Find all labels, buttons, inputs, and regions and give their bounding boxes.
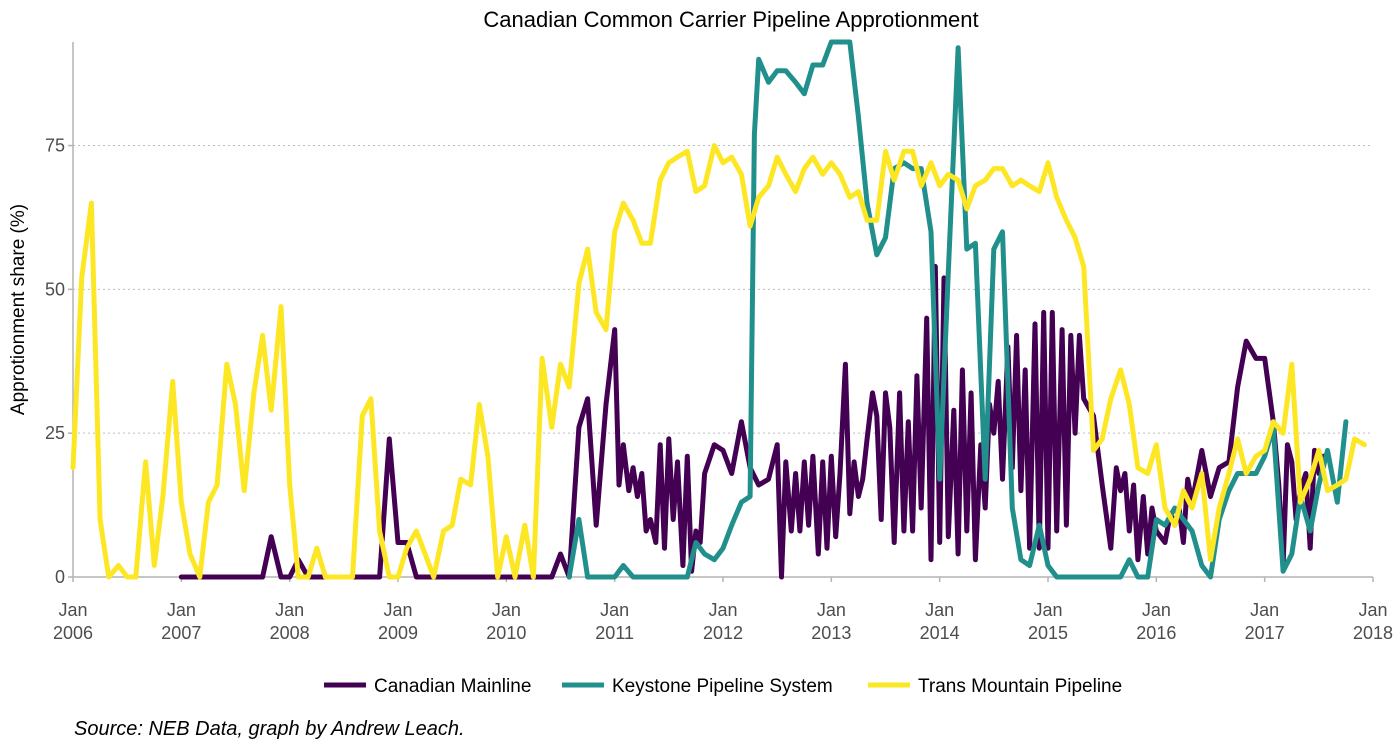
chart-title: Canadian Common Carrier Pipeline Approti… [483, 7, 978, 32]
y-tick-label: 0 [55, 567, 65, 587]
x-tick-label-year: 2013 [811, 623, 851, 643]
x-tick-label-year: 2009 [378, 623, 418, 643]
source-caption: Source: NEB Data, graph by Andrew Leach. [74, 718, 465, 740]
x-tick-label-month: Jan [708, 600, 737, 620]
legend-label: Trans Mountain Pipeline [918, 676, 1122, 697]
x-tick-label-month: Jan [600, 600, 629, 620]
y-tick-label: 25 [45, 423, 65, 443]
series-line-keystone-pipeline-system [566, 39, 1349, 580]
x-tick-label-month: Jan [925, 600, 954, 620]
x-tick-label-year: 2012 [703, 623, 743, 643]
x-tick-label-year: 2007 [161, 623, 201, 643]
series-line-canadian-mainline [178, 263, 1326, 580]
x-tick-label-year: 2008 [270, 623, 310, 643]
x-tick-label-month: Jan [817, 600, 846, 620]
x-tick-label-year: 2010 [486, 623, 526, 643]
x-tick-label-year: 2014 [920, 623, 960, 643]
x-tick-label-month: Jan [492, 600, 521, 620]
x-tick-label-year: 2017 [1245, 623, 1285, 643]
x-tick-label-month: Jan [275, 600, 304, 620]
series-line-trans-mountain-pipeline [70, 143, 1367, 580]
x-tick-label-month: Jan [1033, 600, 1062, 620]
y-tick-label: 50 [45, 279, 65, 299]
x-tick-label-month: Jan [383, 600, 412, 620]
x-tick-label-month: Jan [1250, 600, 1279, 620]
x-tick-label-year: 2018 [1353, 623, 1393, 643]
axes: 0 25 50 75 Jan 2006 Jan 2007 Jan 2008 Jan 2009 Jan 20… [45, 42, 1393, 643]
legend-label: Keystone Pipeline System [612, 676, 833, 697]
x-tick-label-month: Jan [1142, 600, 1171, 620]
x-tick-label-month: Jan [1358, 600, 1387, 620]
y-axis-title: Approtionment share (%) [8, 204, 29, 415]
x-tick-label-year: 2016 [1136, 623, 1176, 643]
x-tick-label-month: Jan [167, 600, 196, 620]
x-tick-label-year: 2011 [595, 623, 634, 643]
y-tick-label: 75 [45, 136, 65, 156]
x-tick-label-month: Jan [58, 600, 87, 620]
x-tick-label-year: 2015 [1028, 623, 1068, 643]
series-lines [70, 39, 1367, 580]
legend: Canadian Mainline Keystone Pipeline Syste… [324, 676, 1122, 697]
legend-label: Canadian Mainline [374, 676, 531, 697]
x-tick-label-year: 2006 [53, 623, 93, 643]
